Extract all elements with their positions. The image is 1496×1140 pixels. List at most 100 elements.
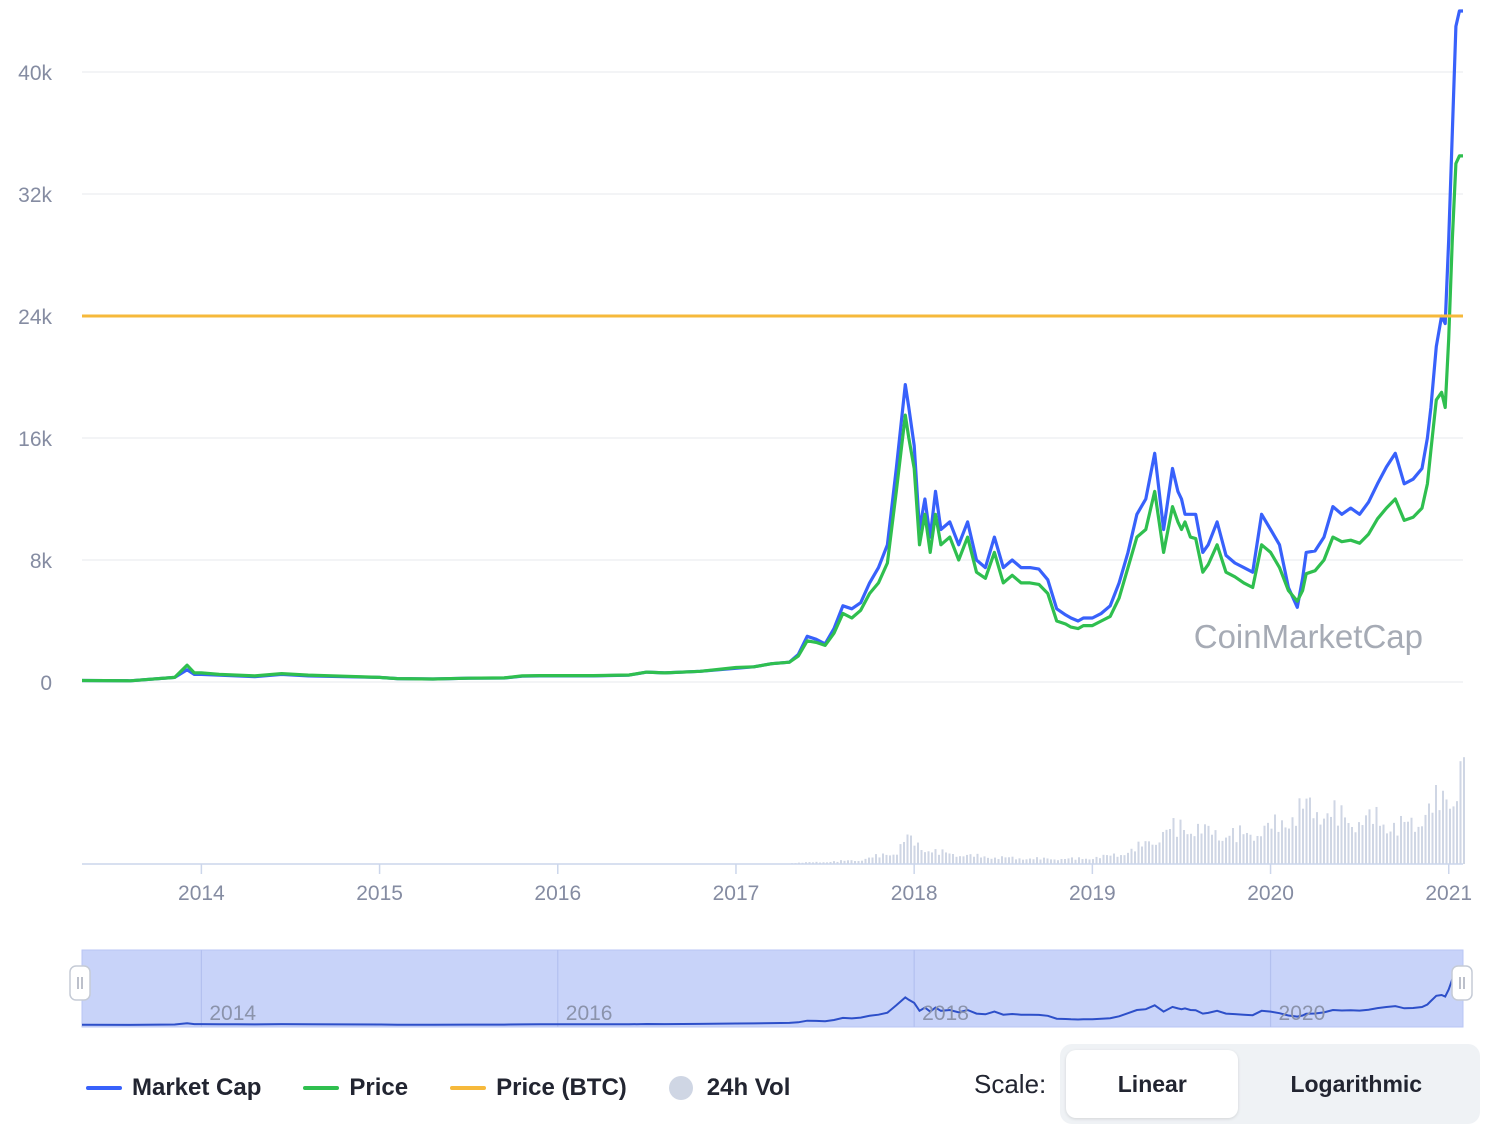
y-tick-label: 0: [40, 672, 52, 695]
navigator-window[interactable]: [81, 949, 1464, 1028]
y-tick-label: 24k: [18, 306, 52, 329]
volume-bar: [1375, 806, 1378, 864]
volume-bar: [1291, 817, 1294, 864]
navigator-labels: 2014 2016 2018 2020: [209, 1002, 1325, 1025]
scale-selector: Scale: Linear Logarithmic: [974, 1044, 1481, 1124]
volume-bar: [990, 858, 993, 864]
x-tick-label: 2014: [178, 882, 225, 905]
volume-bar: [1235, 842, 1238, 864]
volume-bar: [892, 854, 895, 864]
volume-bar: [1067, 858, 1070, 864]
volume-bar: [1340, 805, 1343, 864]
volume-bar: [822, 862, 825, 864]
volume-bar: [1253, 840, 1255, 864]
volume-bar: [1186, 834, 1189, 864]
volume-bar: [1337, 825, 1339, 864]
volume-bar: [1246, 832, 1248, 864]
navigator-handle-right[interactable]: [1451, 965, 1473, 1001]
volume-bar: [1204, 824, 1206, 864]
volume-bar: [1260, 836, 1262, 864]
volume-bar: [1092, 859, 1094, 864]
volume-bar: [948, 853, 951, 864]
volume-bar: [1029, 858, 1031, 864]
volume-bar: [843, 860, 846, 864]
volume-bar: [1172, 818, 1175, 864]
navigator-grid: [200, 950, 1272, 1027]
volume-bar: [805, 862, 807, 864]
volume-bar: [1431, 812, 1434, 864]
volume-bar: [1333, 800, 1336, 864]
legend-item-market-cap[interactable]: Market Cap: [86, 1074, 261, 1102]
volume-bar: [976, 853, 979, 864]
volume-bar: [1130, 848, 1133, 864]
volume-bar: [955, 856, 958, 864]
x-tick-label: 2019: [1069, 882, 1116, 905]
scale-logarithmic-button[interactable]: Logarithmic: [1290, 1070, 1423, 1097]
volume-bar: [1137, 841, 1140, 864]
volume-bar: [1256, 835, 1259, 864]
legend-item-price-btc[interactable]: Price (BTC): [450, 1074, 627, 1102]
legend-item-24h-vol[interactable]: 24h Vol: [668, 1074, 791, 1102]
volume-bar: [1361, 825, 1364, 864]
x-tick-label: 2018: [891, 882, 938, 905]
navigator-line: [81, 969, 1463, 1026]
volume-bar: [1263, 825, 1266, 864]
volume-bar: [1078, 857, 1080, 864]
volume-bar: [1435, 785, 1437, 864]
volume-bar: [1424, 814, 1427, 864]
volume-bar: [1050, 859, 1052, 864]
volume-bar: [941, 849, 944, 864]
volume-bar: [1221, 840, 1224, 864]
handle-grip: [69, 965, 91, 1001]
volume-bar: [1095, 856, 1098, 864]
volume-bar: [829, 861, 832, 864]
volume-bar: [1372, 823, 1374, 864]
volume-bar: [927, 851, 930, 864]
x-axis-labels: 2014 2015 2016 2017 2018 2019 2020 2021: [178, 882, 1472, 905]
volume-bar: [920, 850, 923, 864]
volume-bar: [1046, 858, 1049, 864]
navigator-label: 2016: [566, 1002, 613, 1025]
volume-bar: [878, 857, 881, 864]
volume-bar: [1197, 823, 1199, 864]
legend-label: 24h Vol: [706, 1074, 791, 1101]
range-navigator[interactable]: 2014 2016 2018 2020: [69, 949, 1473, 1028]
volume-bar: [1123, 855, 1126, 864]
volume-bar: [1134, 851, 1136, 864]
volume-bar: [1358, 822, 1360, 864]
y-tick-label: 16k: [18, 428, 52, 451]
volume-bar: [987, 857, 989, 864]
volume-bar: [885, 854, 888, 864]
volume-bar: [1211, 834, 1213, 864]
volume-bar: [1449, 808, 1451, 864]
volume-bar: [808, 862, 811, 864]
volume-bar: [1225, 837, 1227, 864]
volume-bar: [826, 862, 828, 864]
scale-linear-button[interactable]: Linear: [1066, 1050, 1239, 1118]
volume-bar: [1403, 821, 1406, 864]
volume-bar: [1351, 826, 1353, 864]
legend-item-price[interactable]: Price: [303, 1074, 408, 1102]
volume-bar: [945, 852, 947, 864]
volume-bar: [1368, 809, 1371, 864]
market-cap-line: [81, 9, 1463, 683]
volume-bar: [1015, 859, 1017, 864]
volume-bar: [882, 853, 884, 864]
volume-bar: [1330, 816, 1332, 864]
x-tick-label: 2017: [713, 882, 760, 905]
volume-bar: [899, 844, 902, 864]
volume-bar: [1438, 810, 1441, 864]
legend-swatch-price: [303, 1086, 340, 1090]
volume-bar: [833, 861, 835, 864]
volume-bar: [1088, 859, 1091, 864]
navigator-handle-left[interactable]: [69, 965, 91, 1001]
legend-swatch-price-btc: [450, 1086, 487, 1090]
navigator-label: 2014: [209, 1002, 256, 1025]
grid-lines: [82, 71, 1463, 683]
volume-bar: [896, 854, 898, 864]
volume-bar: [1389, 831, 1392, 864]
volume-bar: [1323, 818, 1325, 864]
volume-bar: [1463, 757, 1465, 864]
volume-bar: [1242, 834, 1245, 864]
volume-bar: [1165, 829, 1168, 864]
